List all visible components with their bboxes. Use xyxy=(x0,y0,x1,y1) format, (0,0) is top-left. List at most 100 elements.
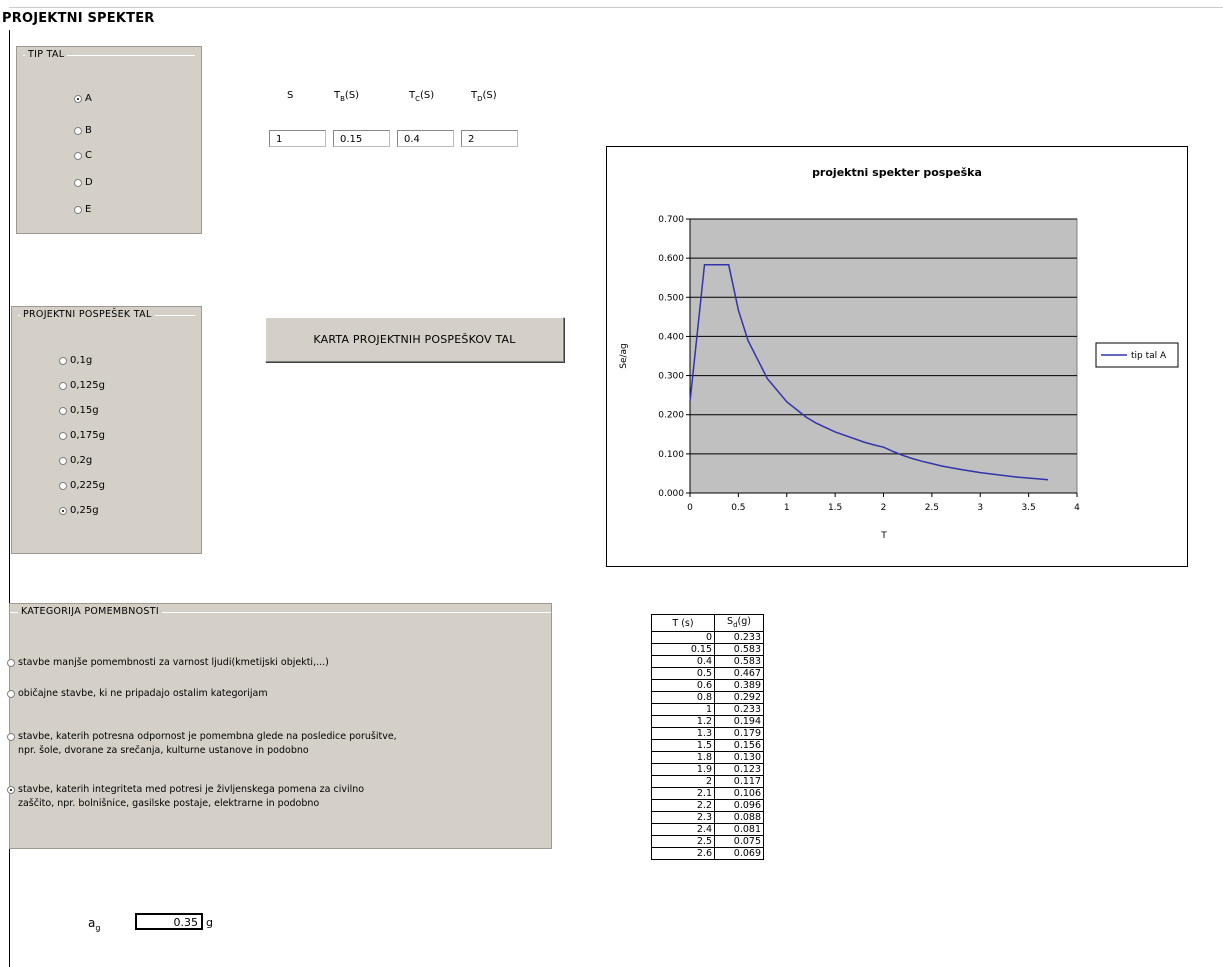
table-row: 2.2 0.096 xyxy=(651,799,764,812)
radio-label: 0,25g xyxy=(70,505,99,516)
cell-sd: 0.292 xyxy=(714,691,764,704)
spectrum-chart: 0.000 0.100 0.200 0.300 0.400 0.500 0.600 0.700… xyxy=(619,166,1179,541)
cell-sd: 0.117 xyxy=(714,775,764,788)
cell-t: 2.5 xyxy=(651,835,715,848)
x-axis-label: T xyxy=(880,531,887,541)
pospesek-radio-5[interactable]: 0,225g xyxy=(59,480,105,491)
radio-icon xyxy=(74,126,82,135)
cell-sd: 0.583 xyxy=(714,655,764,668)
cell-t: 2.6 xyxy=(651,847,715,860)
cell-t: 2 xyxy=(651,775,715,788)
table-row: 2 0.117 xyxy=(651,775,764,788)
radio-icon xyxy=(59,381,67,390)
radio-icon xyxy=(59,456,67,465)
cell-sd: 0.233 xyxy=(714,703,764,716)
radio-icon xyxy=(7,659,15,667)
left-rule xyxy=(9,30,10,967)
cell-t: 0.5 xyxy=(651,667,715,680)
kategorija-radio-0[interactable]: stavbe manjše pomembnosti za varnost lju… xyxy=(7,656,329,670)
kategorija-group: KATEGORIJA POMEMBNOSTI stavbe manjše pom… xyxy=(7,603,552,849)
tip-tal-radio-a[interactable]: A xyxy=(74,93,92,104)
table-row: 0.15 0.583 xyxy=(651,643,764,656)
table-row: 1.5 0.156 xyxy=(651,739,764,752)
table-row: 1.3 0.179 xyxy=(651,727,764,740)
radio-label: 0,125g xyxy=(70,380,105,391)
ag-unit: g xyxy=(206,916,213,929)
table-row: 0.8 0.292 xyxy=(651,691,764,704)
x-tick-label: 3 xyxy=(977,503,983,513)
table-row: 2.6 0.069 xyxy=(651,847,764,860)
param-tc-field[interactable]: 0.4 xyxy=(397,130,454,147)
series-line xyxy=(689,264,1049,481)
cell-sd: 0.088 xyxy=(714,811,764,824)
param-tb-field[interactable]: 0.15 xyxy=(333,130,390,147)
radio-icon xyxy=(59,356,67,365)
y-tick-label: 0.500 xyxy=(658,293,684,303)
y-tick-label: 0.300 xyxy=(658,372,684,382)
karta-pospeskov-button[interactable]: KARTA PROJEKTNIH POSPEŠKOV TAL xyxy=(265,317,564,362)
radio-icon xyxy=(74,178,82,187)
radio-label: 0,225g xyxy=(70,480,105,491)
pospesek-radio-1[interactable]: 0,125g xyxy=(59,380,105,391)
radio-label: 0,15g xyxy=(70,405,99,416)
radio-icon xyxy=(74,151,82,160)
chart-title: projektni spekter pospeška xyxy=(812,166,982,179)
pospesek-radio-2[interactable]: 0,15g xyxy=(59,405,99,416)
table-row: 0.4 0.583 xyxy=(651,655,764,668)
radio-label: E xyxy=(85,204,92,215)
top-rule xyxy=(9,7,1223,8)
kategorija-radio-3[interactable]: stavbe, katerih integriteta med potresi … xyxy=(7,783,364,811)
x-tick-label: 0.5 xyxy=(731,503,745,513)
pospesek-radio-4[interactable]: 0,2g xyxy=(59,455,92,466)
cell-t: 0.15 xyxy=(651,643,715,656)
table-row: 1.2 0.194 xyxy=(651,715,764,728)
y-tick-label: 0.200 xyxy=(658,411,684,421)
cell-sd: 0.106 xyxy=(714,787,764,800)
table-row: 0 0.233 xyxy=(651,631,764,644)
kategorija-legend: KATEGORIJA POMEMBNOSTI xyxy=(18,606,162,617)
kategorija-radio-2[interactable]: stavbe, katerih potresna odpornost je po… xyxy=(7,730,397,758)
radio-label: stavbe, katerih integriteta med potresi … xyxy=(18,784,365,809)
cell-sd: 0.123 xyxy=(714,763,764,776)
tip-tal-radio-b[interactable]: B xyxy=(74,125,92,136)
cell-t: 0 xyxy=(651,631,715,644)
pospesek-radio-6[interactable]: 0,25g xyxy=(59,505,99,516)
table-row: 0.6 0.389 xyxy=(651,679,764,692)
tip-tal-radio-c[interactable]: C xyxy=(74,150,92,161)
tip-tal-radio-d[interactable]: D xyxy=(74,177,93,188)
param-td-field[interactable]: 2 xyxy=(461,130,518,147)
cell-t: 1.9 xyxy=(651,763,715,776)
radio-icon xyxy=(7,786,15,794)
x-tick-label: 4 xyxy=(1074,503,1080,513)
pospesek-legend: PROJEKTNI POSPEŠEK TAL xyxy=(20,309,155,320)
page-title: PROJEKTNI SPEKTER xyxy=(2,11,155,26)
cell-sd: 0.069 xyxy=(714,847,764,860)
ag-label: ag xyxy=(88,916,101,933)
spectrum-table: T (s) Sd(g) 0 0.233 0.15 0.583 0.4 0.583 0.5 0.… xyxy=(651,614,764,860)
kategorija-radio-1[interactable]: običajne stavbe, ki ne pripadajo ostalim… xyxy=(7,687,268,701)
radio-label: običajne stavbe, ki ne pripadajo ostalim… xyxy=(18,688,268,699)
pospesek-radio-3[interactable]: 0,175g xyxy=(59,430,105,441)
pospesek-radio-0[interactable]: 0,1g xyxy=(59,355,92,366)
x-tick-label: 1 xyxy=(784,503,790,513)
cell-t: 2.1 xyxy=(651,787,715,800)
cell-t: 1.3 xyxy=(651,727,715,740)
param-td-label: TD(S) xyxy=(471,90,497,103)
cell-sd: 0.179 xyxy=(714,727,764,740)
radio-icon xyxy=(59,431,67,440)
param-s-label: S xyxy=(287,90,294,101)
param-s-field[interactable]: 1 xyxy=(269,130,326,147)
cell-sd: 0.389 xyxy=(714,679,764,692)
radio-icon xyxy=(7,690,15,698)
cell-sd: 0.583 xyxy=(714,643,764,656)
radio-label: C xyxy=(85,150,92,161)
x-tick-label: 2 xyxy=(881,503,887,513)
cell-t: 2.2 xyxy=(651,799,715,812)
tip-tal-legend: TIP TAL xyxy=(25,49,68,60)
tip-tal-radio-e[interactable]: E xyxy=(74,204,91,215)
table-row: 2.3 0.088 xyxy=(651,811,764,824)
cell-t: 1.5 xyxy=(651,739,715,752)
radio-icon xyxy=(59,481,67,490)
radio-label: A xyxy=(85,93,92,104)
cell-t: 0.6 xyxy=(651,679,715,692)
